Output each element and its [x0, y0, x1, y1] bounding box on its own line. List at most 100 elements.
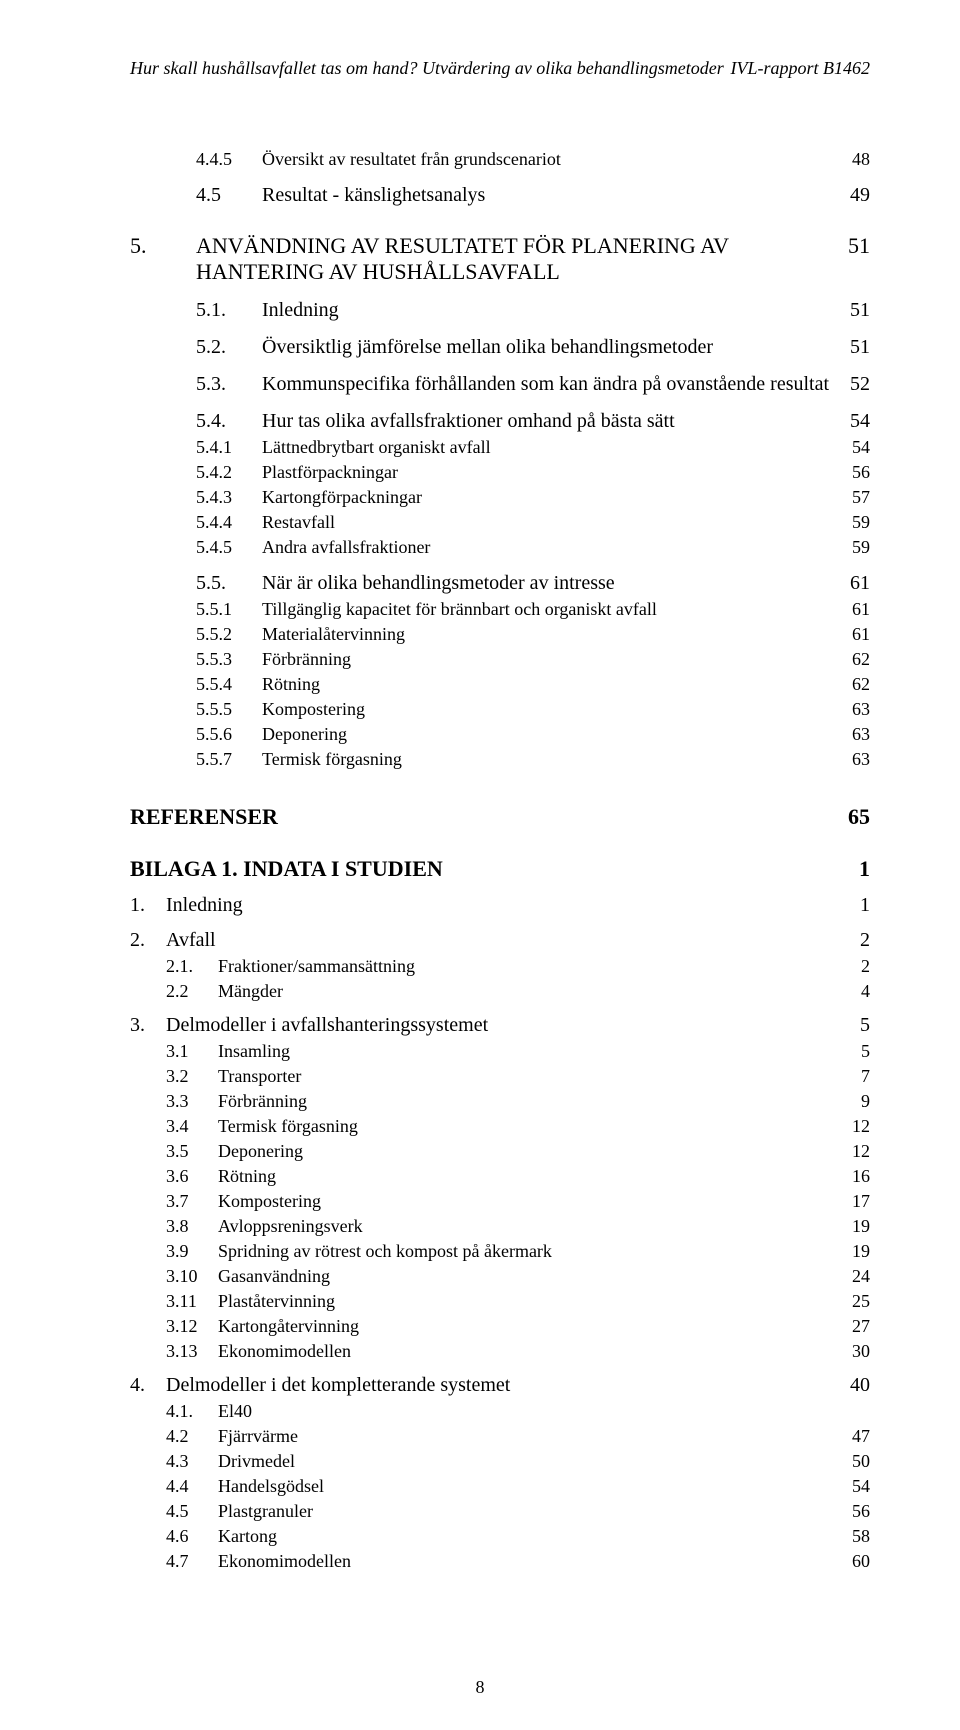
toc-entry-label: 5.4.2Plastförpackningar [196, 462, 840, 483]
toc-entry-text: Avloppsreningsverk [218, 1216, 840, 1237]
toc-entry-page: 57 [840, 487, 870, 508]
toc-entry-label: 5.2.Översiktlig jämförelse mellan olika … [196, 336, 838, 359]
toc-entry: 5.5.1Tillgänglig kapacitet för brännbart… [130, 599, 870, 620]
toc-entry-label: 5.5.5Kompostering [196, 699, 840, 720]
toc-entry-page: 51 [838, 299, 870, 322]
toc-entry-text: El40 [218, 1401, 858, 1422]
toc-entry-page: 47 [840, 1426, 870, 1447]
toc-entry-text: Översikt av resultatet från grundscenari… [262, 149, 840, 170]
toc-entry-label: 5.5.3Förbränning [196, 649, 840, 670]
toc-entry-label: 3.3Förbränning [130, 1091, 849, 1112]
toc-entry-text: ANVÄNDNING AV RESULTATET FÖR PLANERING A… [196, 233, 836, 285]
toc-entry-text: Gasanvändning [218, 1266, 840, 1287]
toc-entry-number: 5.4.2 [196, 462, 262, 483]
toc-entry-label: 3.8Avloppsreningsverk [130, 1216, 840, 1237]
toc-entry-text: Rötning [262, 674, 840, 695]
toc-entry-label: 3.9Spridning av rötrest och kompost på å… [130, 1241, 840, 1262]
toc-entry-number: 3.8 [166, 1216, 218, 1237]
toc-entry-text: Mängder [218, 981, 849, 1002]
toc-entry-text: Hur tas olika avfallsfraktioner omhand p… [262, 410, 838, 433]
toc-entry-number: 4.7 [166, 1551, 218, 1572]
toc-entry-label: 4.4Handelsgödsel [130, 1476, 840, 1497]
toc-entry-text: Kompostering [262, 699, 840, 720]
toc-entry: 3.11Plaståtervinning25 [130, 1291, 870, 1312]
toc-entry-page: 54 [840, 437, 870, 458]
toc-entry-number: 5.5.7 [196, 749, 262, 770]
toc-entry-label: 3.7Kompostering [130, 1191, 840, 1212]
toc-entry: 3.9Spridning av rötrest och kompost på å… [130, 1241, 870, 1262]
toc-entry-text: Översiktlig jämförelse mellan olika beha… [262, 336, 838, 359]
toc-entry: 4.3Drivmedel50 [130, 1451, 870, 1472]
toc-entry-label: 5.1.Inledning [196, 299, 838, 322]
toc-entry-label: 3.1Insamling [130, 1041, 849, 1062]
toc-entry-label: 4.1.El40 [130, 1401, 858, 1422]
toc-entry-page: 27 [840, 1316, 870, 1337]
toc-entry-page: 51 [838, 336, 870, 359]
toc-entry-number: 4.4 [166, 1476, 218, 1497]
toc-entry-page: 58 [840, 1526, 870, 1547]
toc-entry-number: 3.9 [166, 1241, 218, 1262]
toc-entry-page: 16 [840, 1166, 870, 1187]
toc-entry-number: 5.5.3 [196, 649, 262, 670]
toc-entry-number: 2.2 [166, 981, 218, 1002]
toc-entry-page: 5 [849, 1041, 870, 1062]
toc-entry-number: 5.4.1 [196, 437, 262, 458]
toc-entry-number: 5. [130, 233, 196, 285]
toc-entry-page: 40 [838, 1374, 870, 1397]
toc-entry: 2.1.Fraktioner/sammansättning2 [130, 956, 870, 977]
toc-entry-label: 4.4.5Översikt av resultatet från grundsc… [196, 149, 840, 170]
toc-entry: 5.1.Inledning51 [130, 299, 870, 322]
toc-entry-label: 3.6Rötning [130, 1166, 840, 1187]
toc-entry: 4.6Kartong58 [130, 1526, 870, 1547]
toc-entry-number: 5.4.3 [196, 487, 262, 508]
toc-entry-text: Deponering [218, 1141, 840, 1162]
toc-entry-label: 5.5.När är olika behandlingsmetoder av i… [196, 572, 838, 595]
toc-entry-page: 2 [849, 956, 870, 977]
toc-entry-text: Kompostering [218, 1191, 840, 1212]
toc-entry-page: 54 [838, 410, 870, 433]
toc-entry-number: 5.5.6 [196, 724, 262, 745]
toc-entry-number: 4.3 [166, 1451, 218, 1472]
toc-entry-page: 62 [840, 674, 870, 695]
toc-entry: 3.Delmodeller i avfallshanteringssysteme… [130, 1014, 870, 1037]
toc-entry: 5.5.2Materialåtervinning61 [130, 624, 870, 645]
toc-entry-number: 4.6 [166, 1526, 218, 1547]
toc-entry-text: Inledning [262, 299, 838, 322]
toc-entry: 4.7Ekonomimodellen60 [130, 1551, 870, 1572]
toc-entry-page: 52 [838, 373, 870, 396]
toc-entry-page: 56 [840, 462, 870, 483]
toc-entry-text: Spridning av rötrest och kompost på åker… [218, 1241, 840, 1262]
toc-entry-text: Avfall [166, 929, 848, 952]
toc-entry: 1.Inledning1 [130, 894, 870, 917]
toc-entry-label: 2.2Mängder [130, 981, 849, 1002]
toc-entry-number: 3.11 [166, 1291, 218, 1312]
toc-entry-label: 4.5Plastgranuler [130, 1501, 840, 1522]
toc-entry-page: 61 [840, 624, 870, 645]
toc-entry-page: 63 [840, 749, 870, 770]
toc-entry-page: 2 [848, 929, 870, 952]
toc-entry: 3.6Rötning16 [130, 1166, 870, 1187]
toc-entry-page: 12 [840, 1116, 870, 1137]
toc-entry: 4.5Resultat - känslighetsanalys49 [130, 184, 870, 207]
toc-entry-label: 3.11Plaståtervinning [130, 1291, 840, 1312]
toc-entry-page: 49 [838, 184, 870, 207]
toc-entry-number: 4.2 [166, 1426, 218, 1447]
toc-entry: 5.5.3Förbränning62 [130, 649, 870, 670]
toc-entry-number: 5.4.4 [196, 512, 262, 533]
toc-entry: 3.4Termisk förgasning12 [130, 1116, 870, 1137]
toc-entry: 3.1Insamling5 [130, 1041, 870, 1062]
toc-part2: 1.Inledning12.Avfall22.1.Fraktioner/samm… [130, 894, 870, 1572]
toc-entry-text: Termisk förgasning [218, 1116, 840, 1137]
toc-entry-number: 3.7 [166, 1191, 218, 1212]
toc-entry-number: 5.5.5 [196, 699, 262, 720]
toc-entry-label: 5.5.7Termisk förgasning [196, 749, 840, 770]
toc-entry: 5.5.4Rötning62 [130, 674, 870, 695]
toc-entry: 4.4.5Översikt av resultatet från grundsc… [130, 149, 870, 170]
toc-entry-text: Transporter [218, 1066, 849, 1087]
toc-entry-page: 9 [849, 1091, 870, 1112]
toc-entry-number: 3.6 [166, 1166, 218, 1187]
toc-entry-label: 4.2Fjärrvärme [130, 1426, 840, 1447]
toc-entry: 5.4.1Lättnedbrytbart organiskt avfall54 [130, 437, 870, 458]
toc-entry-number: 5.5.2 [196, 624, 262, 645]
toc-entry: 3.7Kompostering17 [130, 1191, 870, 1212]
